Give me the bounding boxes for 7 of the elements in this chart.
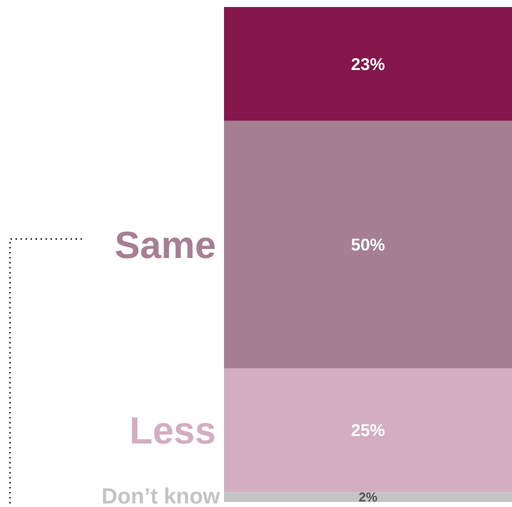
data-label: 50% xyxy=(350,236,386,255)
series-label: Less xyxy=(129,410,216,453)
series-label: Don’t know xyxy=(101,484,221,507)
data-label: 2% xyxy=(358,490,378,505)
data-label: 25% xyxy=(350,421,386,440)
data-label: 23% xyxy=(350,54,386,74)
series-label: Same xyxy=(114,224,216,267)
